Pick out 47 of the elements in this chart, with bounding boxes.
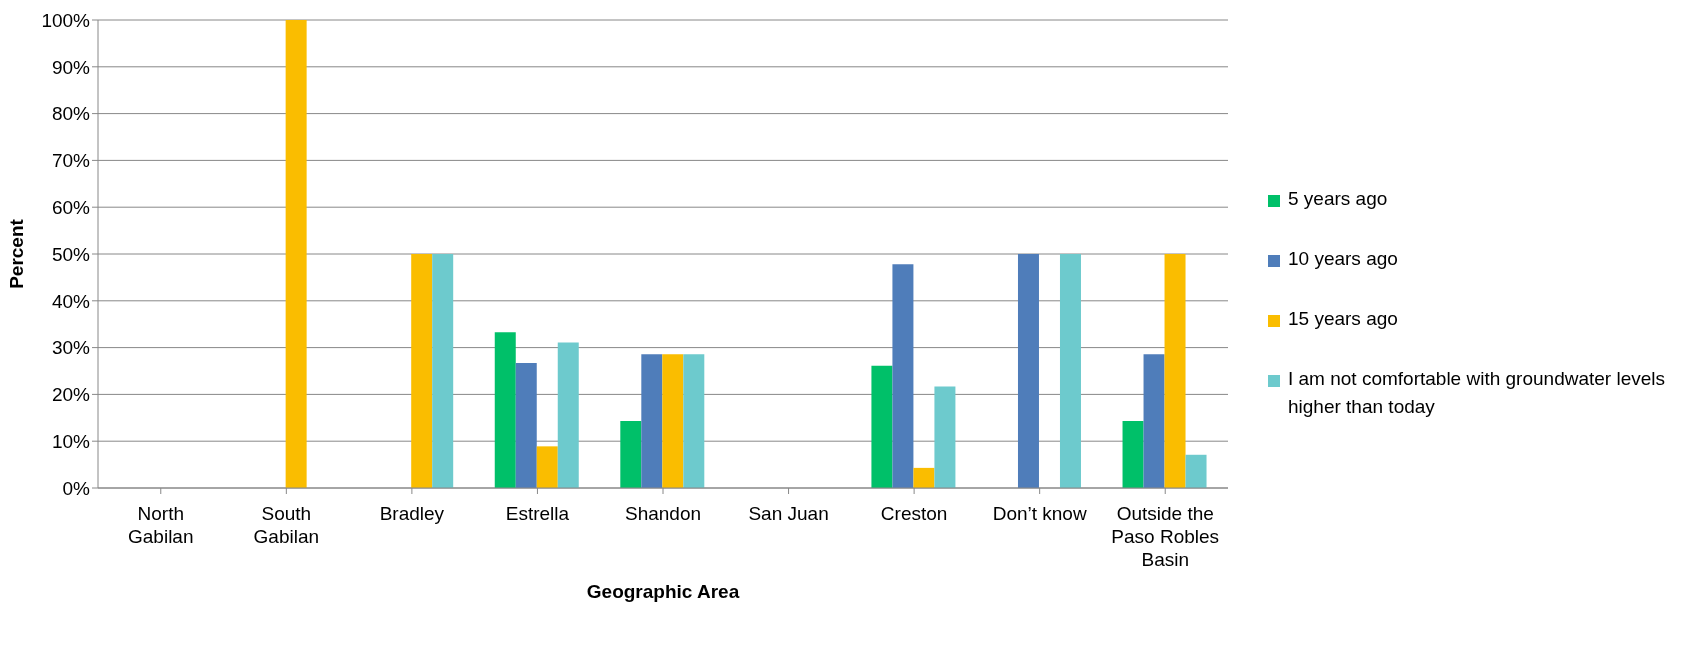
y-tick-label: 40% xyxy=(51,290,91,312)
x-tick-label: San Juan xyxy=(748,503,829,524)
x-tick-label: Shandon xyxy=(624,503,702,524)
bar xyxy=(1017,254,1039,488)
y-tick-label: 50% xyxy=(51,243,91,265)
legend-label: 10 years ago xyxy=(1288,247,1398,271)
bar xyxy=(1059,254,1081,488)
bar xyxy=(892,264,914,488)
bar xyxy=(557,342,579,488)
bar xyxy=(871,365,893,488)
x-tick-label: Bradley xyxy=(379,503,445,524)
legend-label: 15 years ago xyxy=(1288,307,1398,331)
bar xyxy=(515,363,537,488)
x-tick-label: Creston xyxy=(880,503,948,524)
y-tick-label: 10% xyxy=(51,430,91,452)
bar xyxy=(1122,421,1144,488)
bar xyxy=(285,20,307,488)
legend-label: 5 years ago xyxy=(1288,187,1388,211)
y-tick-label: 100% xyxy=(41,9,91,31)
x-tick-label: Estrella xyxy=(505,503,570,524)
legend-label: I am not comfortable with groundwater levels higher than today xyxy=(1288,367,1666,419)
bar xyxy=(683,354,705,488)
x-axis-title: Geographic Area xyxy=(586,581,740,602)
x-tick-label: South Gabilan xyxy=(253,503,320,547)
bar xyxy=(1143,354,1165,488)
bar xyxy=(411,254,433,488)
y-tick-label: 60% xyxy=(51,196,91,218)
bar xyxy=(1185,454,1207,488)
y-tick-label: 80% xyxy=(51,103,91,125)
x-tick-label: Outside the Paso Robles Basin xyxy=(1111,503,1220,570)
y-tick-label: 0% xyxy=(62,477,91,499)
y-axis-title: Percent xyxy=(5,218,27,289)
bar xyxy=(662,354,684,488)
y-tick-label: 20% xyxy=(51,384,91,406)
bar xyxy=(620,421,642,488)
y-tick-label: 90% xyxy=(51,56,91,78)
y-tick-label: 30% xyxy=(51,337,91,359)
bar xyxy=(641,354,663,488)
x-tick-label: Don’t know xyxy=(992,503,1087,524)
bar xyxy=(913,467,935,488)
bar xyxy=(536,446,558,488)
x-tick-label: North Gabilan xyxy=(128,503,194,547)
y-tick-label: 70% xyxy=(51,150,91,172)
bar xyxy=(432,254,454,488)
bar xyxy=(494,332,516,488)
bar xyxy=(934,386,956,488)
bar xyxy=(1164,254,1186,488)
